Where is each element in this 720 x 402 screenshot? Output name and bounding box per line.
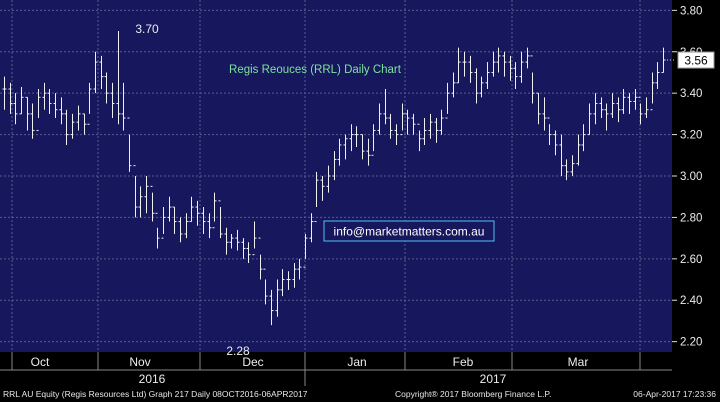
x-month-label: Feb (453, 355, 474, 369)
x-month-label: Dec (242, 355, 263, 369)
y-tick-label: 2.20 (680, 337, 702, 349)
y-tick-label: 2.80 (680, 212, 702, 224)
last-price-box (677, 51, 715, 69)
y-tick-label: 3.80 (680, 5, 702, 17)
y-tick-label: 3.40 (680, 88, 702, 100)
watermark-box (323, 220, 495, 242)
footer-timestamp: 06-Apr-2017 17:23:36 (633, 389, 716, 399)
y-tick-label: 2.40 (680, 295, 702, 307)
x-month-label: Mar (568, 355, 589, 369)
annotation-high: 3.70 (135, 22, 159, 36)
watermark-text: info@marketmatters.com.au (334, 225, 485, 239)
annotation-low: 2.28 (226, 344, 250, 358)
x-year-label: 2016 (139, 372, 166, 386)
y-tick-label: 2.60 (680, 254, 702, 266)
footer-copyright: Copyright® 2017 Bloomberg Finance L.P. (395, 389, 552, 399)
price-chart: 2.202.402.602.803.003.203.403.603.80OctN… (0, 0, 720, 386)
y-tick-label: 3.00 (680, 171, 702, 183)
x-axis-background (0, 352, 720, 386)
x-month-label: Jan (347, 355, 366, 369)
x-year-label: 2017 (480, 372, 507, 386)
x-month-label: Nov (129, 355, 150, 369)
footer-bar: RRL AU Equity (Regis Resources Ltd) Grap… (0, 386, 720, 402)
last-price-label: 3.56 (684, 54, 708, 68)
x-month-label: Oct (31, 355, 50, 369)
footer-security-info: RRL AU Equity (Regis Resources Ltd) Grap… (3, 389, 308, 399)
y-tick-label: 3.20 (680, 130, 702, 142)
chart-title: Regis Reouces (RRL) Daily Chart (229, 64, 402, 76)
